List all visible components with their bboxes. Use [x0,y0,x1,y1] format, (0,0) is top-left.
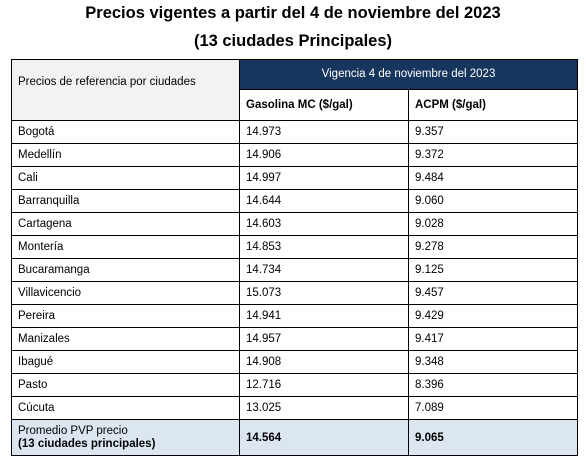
city-cell: Barranquilla [11,189,240,213]
title-line-2: (13 ciudades Principales) [193,32,393,50]
city-cell: Cartagena [11,212,240,236]
acpm-cell: 9.278 [407,235,579,259]
city-cell: Montería [11,235,240,259]
acpm-cell: 9.429 [407,304,579,328]
gasolina-cell: 14.908 [239,350,409,374]
city-cell: Bogotá [11,120,240,144]
acpm-cell: 9.484 [407,166,579,190]
table-body: Bogotá 14.973 9.357 Medellín 14.906 9.372 Cali… [11,120,579,420]
table-row: Pasto 12.716 8.396 [11,373,579,397]
acpm-cell: 9.348 [407,350,579,374]
table-row: Medellín 14.906 9.372 [11,143,579,167]
row-header-cell: Precios de referencia por ciudades [11,59,240,121]
table-row: Ibagué 14.908 9.348 [11,350,579,374]
average-row: Promedio PVP precio (13 ciudades princip… [11,419,579,456]
acpm-cell: 9.417 [407,327,579,351]
table-row: Manizales 14.957 9.417 [11,327,579,351]
gasolina-cell: 14.734 [239,258,409,282]
gasolina-cell: 13.025 [239,396,409,420]
acpm-cell: 9.457 [407,281,579,305]
city-cell: Medellín [11,143,240,167]
table-row: Villavicencio 15.073 9.457 [11,281,579,305]
average-label-line1: Promedio PVP precio [18,424,128,437]
gasolina-cell: 14.853 [239,235,409,259]
acpm-cell: 9.357 [407,120,579,144]
table-row: Cartagena 14.603 9.028 [11,212,579,236]
city-cell: Ibagué [11,350,240,374]
price-table: Precios de referencia por ciudades Vigen… [11,59,579,456]
average-label: Promedio PVP precio (13 ciudades princip… [11,419,240,456]
average-gasolina: 14.564 [239,419,409,456]
table-row: Bogotá 14.973 9.357 [11,120,579,144]
gasolina-cell: 14.906 [239,143,409,167]
gasolina-cell: 14.973 [239,120,409,144]
city-cell: Villavicencio [11,281,240,305]
table-row: Bucaramanga 14.734 9.125 [11,258,579,282]
gasolina-cell: 14.603 [239,212,409,236]
acpm-cell: 9.372 [407,143,579,167]
acpm-cell: 9.028 [407,212,579,236]
gasolina-cell: 14.941 [239,304,409,328]
table-row: Pereira 14.941 9.429 [11,304,579,328]
acpm-cell: 7.089 [407,396,579,420]
gasolina-cell: 14.957 [239,327,409,351]
table-row: Montería 14.853 9.278 [11,235,579,259]
acpm-cell: 9.125 [407,258,579,282]
table-row: Cali 14.997 9.484 [11,166,579,190]
acpm-cell: 9.060 [407,189,579,213]
gasolina-cell: 14.997 [239,166,409,190]
gasolina-cell: 15.073 [239,281,409,305]
acpm-header: ACPM ($/gal) [407,88,579,122]
city-cell: Pasto [11,373,240,397]
acpm-cell: 8.396 [407,373,579,397]
city-cell: Bucaramanga [11,258,240,282]
vigencia-header: Vigencia 4 de noviembre del 2023 [238,59,579,90]
city-cell: Cúcuta [11,396,240,420]
gasolina-cell: 12.716 [239,373,409,397]
table-row: Cúcuta 13.025 7.089 [11,396,579,420]
average-label-line2: (13 ciudades principales) [18,437,156,450]
city-cell: Pereira [11,304,240,328]
city-cell: Cali [11,166,240,190]
average-acpm: 9.065 [407,419,579,456]
city-cell: Manizales [11,327,240,351]
gasolina-header: Gasolina MC ($/gal) [239,88,409,122]
gasolina-cell: 14.644 [239,189,409,213]
table-row: Barranquilla 14.644 9.060 [11,189,579,213]
title-line-1: Precios vigentes a partir del 4 de novie… [85,4,501,22]
